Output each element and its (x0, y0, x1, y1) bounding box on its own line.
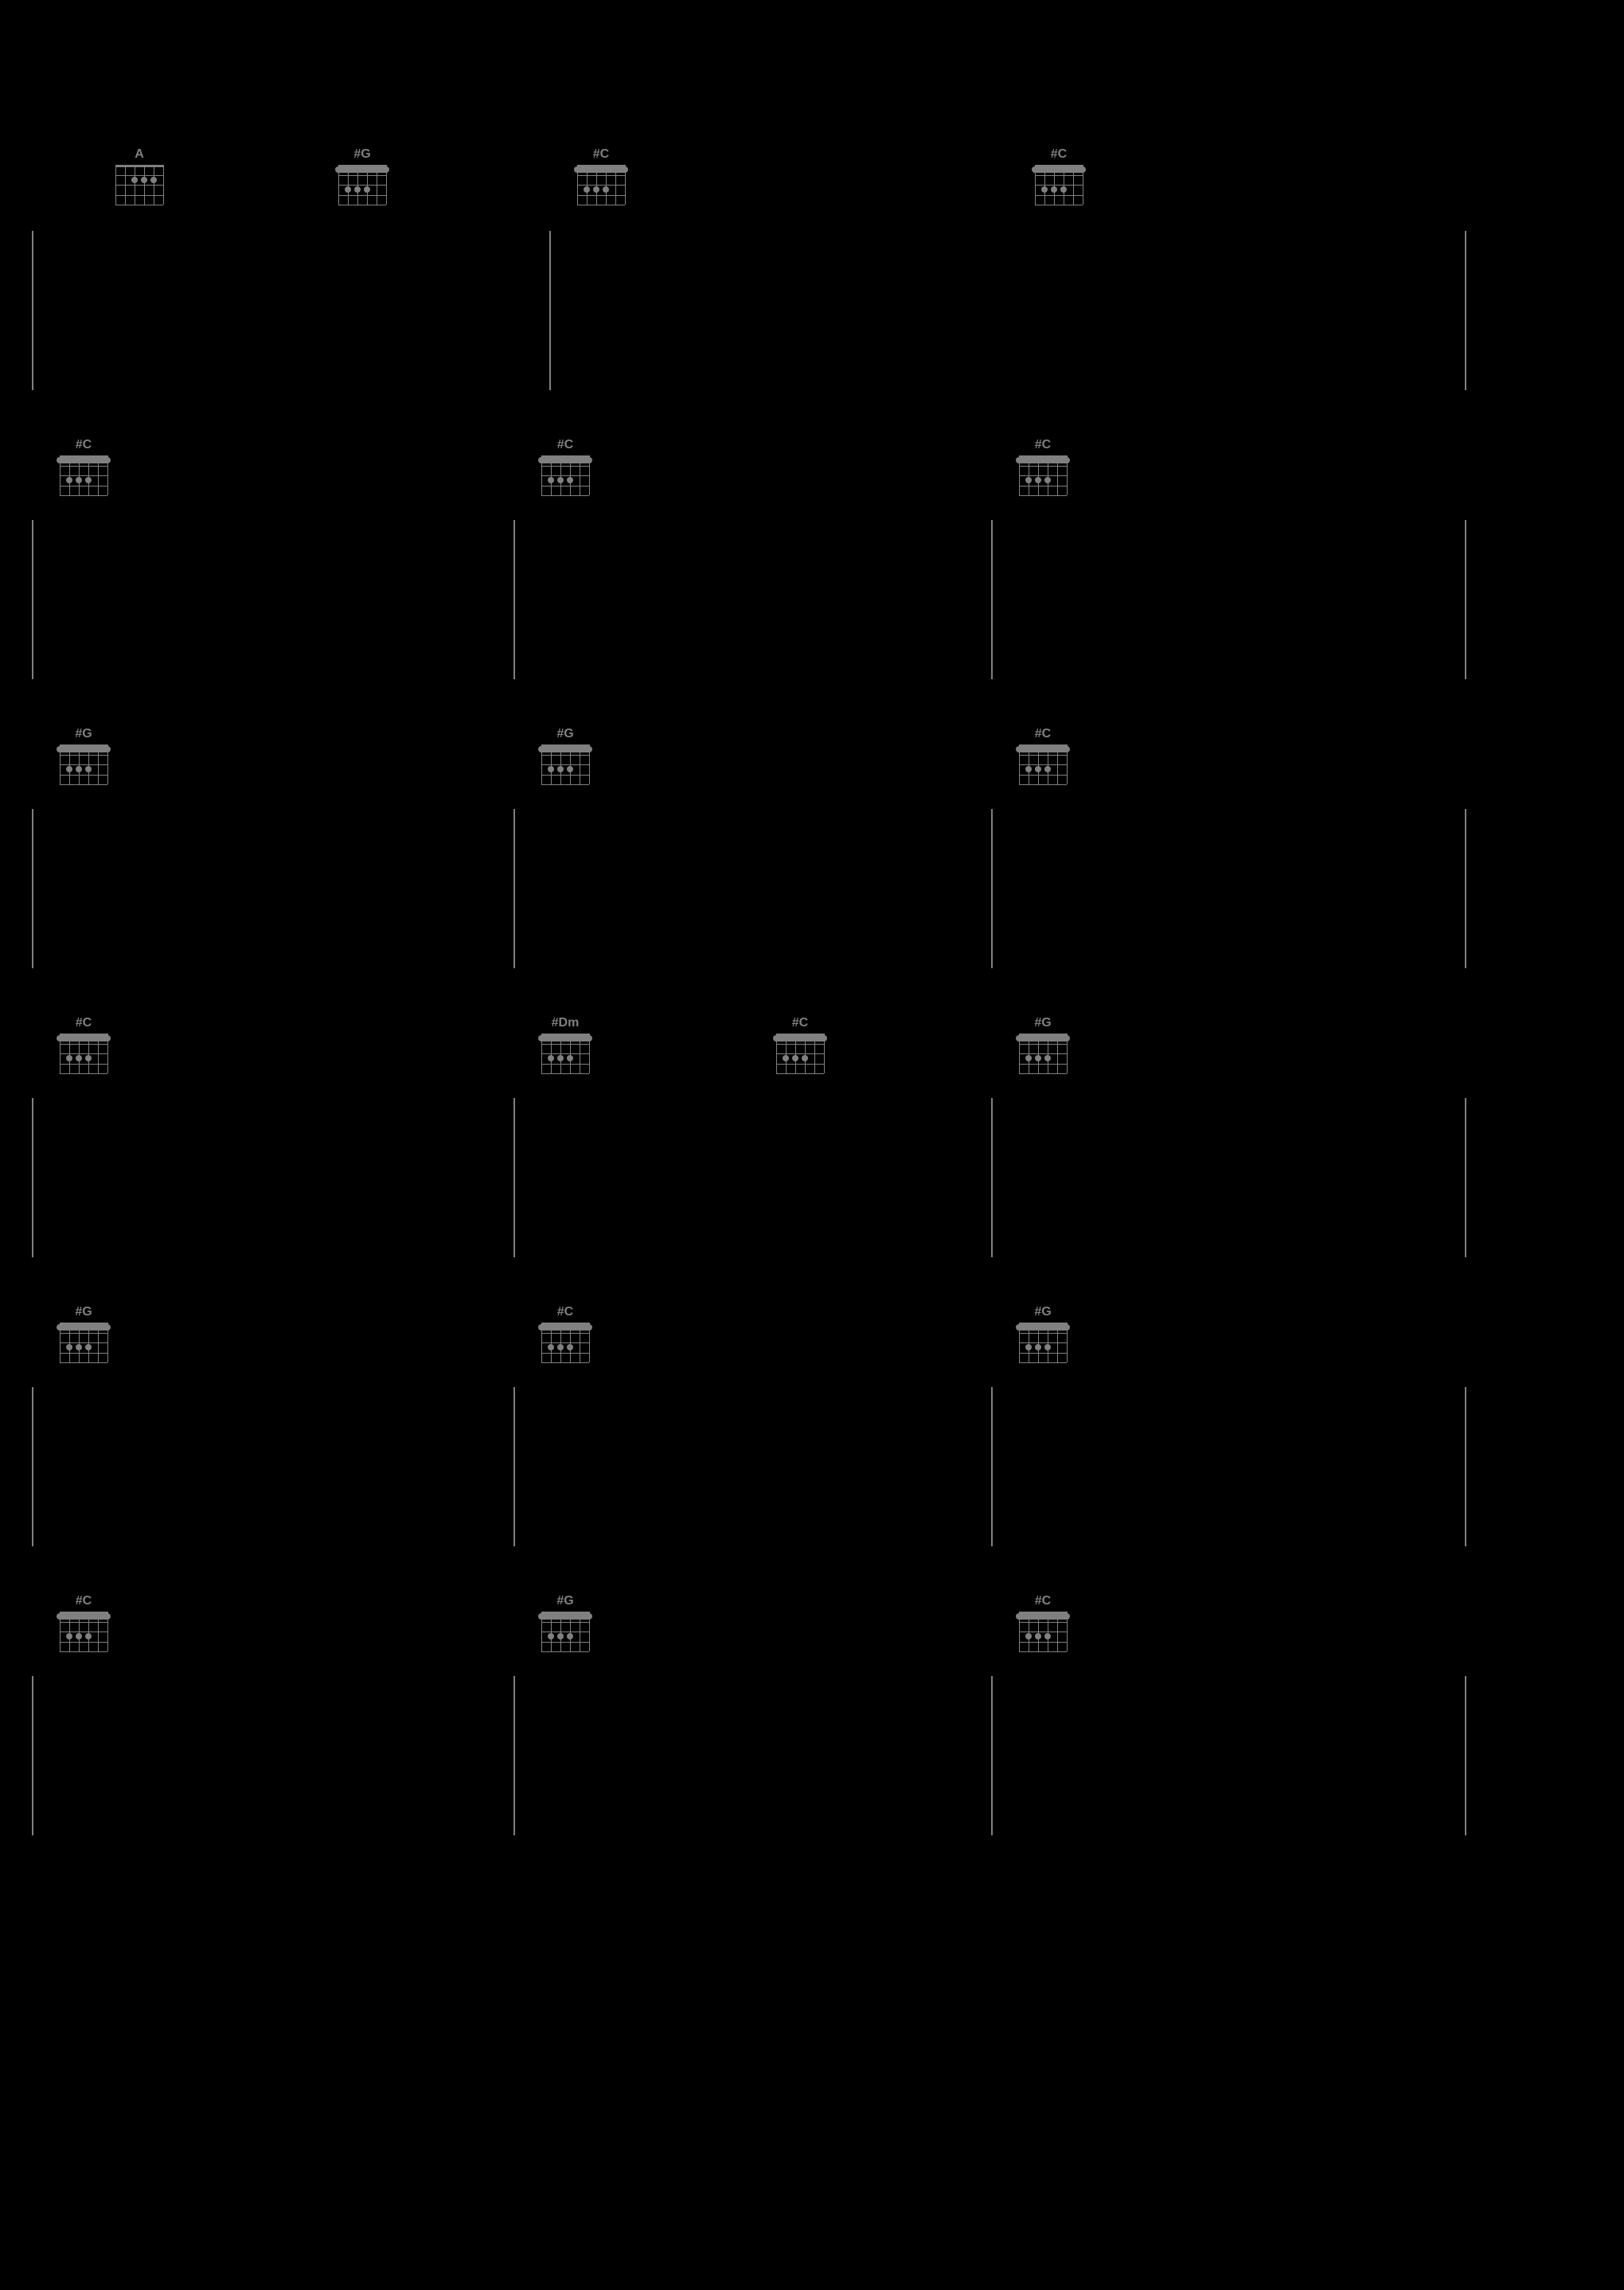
chord-grid (577, 165, 625, 205)
barline (1465, 1387, 1466, 1546)
chord-label: #C (1019, 727, 1067, 741)
barline (1465, 1098, 1466, 1257)
chord-diagram: #C (1019, 1594, 1067, 1651)
chord-grid (60, 744, 107, 784)
chord-diagram: #G (60, 727, 107, 784)
chord-diagram: #G (1019, 1016, 1067, 1073)
chord-grid (338, 165, 386, 205)
chord-grid (1019, 1034, 1067, 1073)
chord-label: #G (541, 727, 589, 741)
chord-label: #G (338, 147, 386, 162)
chord-label: #G (60, 727, 107, 741)
chord-label: #G (541, 1594, 589, 1608)
chord-diagram: #G (60, 1305, 107, 1362)
chord-diagram: #Dm (541, 1016, 589, 1073)
chord-grid (541, 1612, 589, 1651)
chord-diagram: #C (1019, 727, 1067, 784)
barline (549, 231, 551, 390)
chord-label: #C (577, 147, 625, 162)
chord-grid (541, 455, 589, 495)
chord-grid (541, 1323, 589, 1362)
barline (1465, 520, 1466, 679)
barline (991, 809, 993, 968)
chord-label: #C (60, 438, 107, 452)
chord-grid (541, 744, 589, 784)
chord-label: #C (776, 1016, 824, 1030)
chord-grid (1019, 744, 1067, 784)
chord-grid (1019, 455, 1067, 495)
chord-diagram: #C (60, 438, 107, 495)
chord-label: #C (541, 1305, 589, 1319)
barline (32, 1387, 33, 1546)
chord-diagram: #C (60, 1016, 107, 1073)
chord-label: #C (60, 1594, 107, 1608)
chord-diagram: #C (1019, 438, 1067, 495)
chord-diagram: #C (541, 438, 589, 495)
chord-diagram: A (115, 147, 163, 205)
chord-grid (541, 1034, 589, 1073)
barline (513, 1676, 515, 1835)
barline (1465, 231, 1466, 390)
chord-label: #C (60, 1016, 107, 1030)
barline (991, 520, 993, 679)
chord-grid (1019, 1612, 1067, 1651)
chord-grid (115, 165, 163, 205)
barline (513, 1098, 515, 1257)
chord-diagram: #C (1035, 147, 1083, 205)
chord-diagram: #G (541, 727, 589, 784)
chord-grid (60, 455, 107, 495)
chord-label: A (115, 147, 163, 162)
chord-diagram: #G (1019, 1305, 1067, 1362)
barline (32, 1098, 33, 1257)
barline (1465, 1676, 1466, 1835)
barline (513, 809, 515, 968)
chord-diagram: #C (577, 147, 625, 205)
chord-label: #G (1019, 1305, 1067, 1319)
chord-label: #G (60, 1305, 107, 1319)
barline (991, 1676, 993, 1835)
chord-grid (60, 1323, 107, 1362)
chord-diagram: #G (541, 1594, 589, 1651)
chord-label: #C (1035, 147, 1083, 162)
chord-diagram: #C (60, 1594, 107, 1651)
barline (32, 809, 33, 968)
chord-grid (1019, 1323, 1067, 1362)
barline (32, 231, 33, 390)
chord-grid (776, 1034, 824, 1073)
chord-label: #G (1019, 1016, 1067, 1030)
chord-diagram: #C (541, 1305, 589, 1362)
barline (32, 1676, 33, 1835)
chord-label: #Dm (541, 1016, 589, 1030)
chord-diagram: #G (338, 147, 386, 205)
barline (1465, 809, 1466, 968)
barline (513, 520, 515, 679)
chord-diagram: #C (776, 1016, 824, 1073)
chord-label: #C (1019, 1594, 1067, 1608)
chord-grid (1035, 165, 1083, 205)
barline (513, 1387, 515, 1546)
chord-label: #C (541, 438, 589, 452)
barline (991, 1387, 993, 1546)
chord-label: #C (1019, 438, 1067, 452)
barline (991, 1098, 993, 1257)
chord-grid (60, 1034, 107, 1073)
barline (32, 520, 33, 679)
chord-grid (60, 1612, 107, 1651)
